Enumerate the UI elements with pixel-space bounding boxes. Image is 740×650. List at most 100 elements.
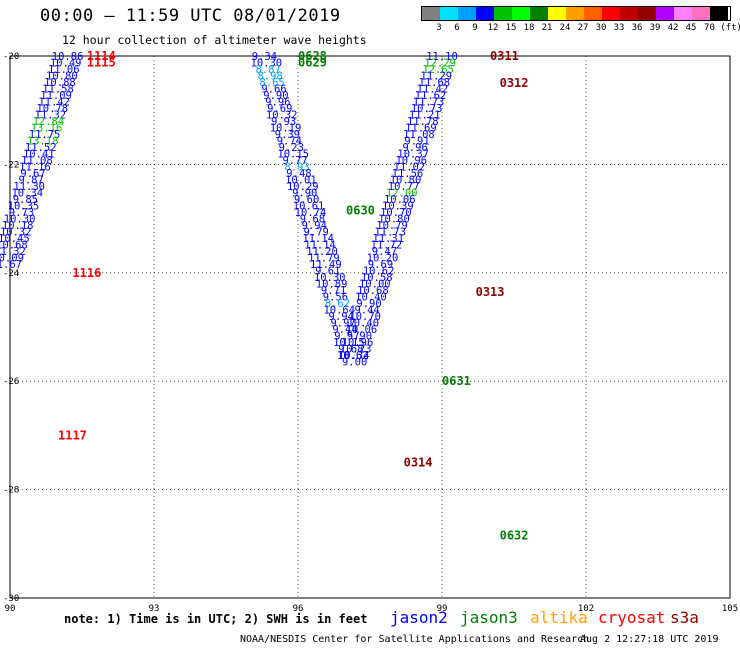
swh-value-label: 10.20 <box>367 253 399 265</box>
swh-value-label: 11.52 <box>25 142 57 154</box>
swh-value-label: 11.58 <box>42 84 74 96</box>
swh-value-label: 11.79 <box>308 253 340 265</box>
legend-jason3: jason3 <box>460 608 518 627</box>
swh-value-label: 9.79 <box>304 227 329 239</box>
swh-value-label: 11.16 <box>19 162 51 174</box>
color-scale-swatch <box>440 7 458 20</box>
y-tick-label: -28 <box>3 486 19 496</box>
swh-value-label: 10.00 <box>359 279 391 291</box>
swh-value-label: 11.73 <box>374 227 406 239</box>
swh-value-label: 10.80 <box>390 175 422 187</box>
color-scale-swatch <box>692 7 710 20</box>
color-scale-label: 45 <box>685 23 697 33</box>
swh-value-label: 11.68 <box>419 77 451 89</box>
swh-value-label: 10.09 <box>0 253 24 265</box>
swh-value-label: 9.56 <box>323 292 348 304</box>
swh-value-label: 10.68 <box>357 285 389 297</box>
swh-value-label: 10.58 <box>361 272 393 284</box>
swh-value-label: 10.80 <box>378 214 410 226</box>
swh-value-label: 11.49 <box>310 259 342 271</box>
pass-time-label: 0313 <box>476 285 505 299</box>
color-scale-label: 42 <box>667 23 679 33</box>
swh-value-label: 9.67 <box>20 168 45 180</box>
color-scale-swatch <box>602 7 620 20</box>
color-scale-label: 18 <box>523 23 535 33</box>
swh-value-label: 11.21 <box>409 110 441 122</box>
swh-value-label: 9.96 <box>402 142 427 154</box>
y-tick-label: -30 <box>3 594 19 604</box>
x-tick-label: 105 <box>722 604 738 614</box>
swh-value-label: 10.49 <box>50 58 82 70</box>
swh-value-label: 9.77 <box>282 155 307 167</box>
swh-value-label: 12.84 <box>33 116 65 128</box>
swh-value-label: 11.42 <box>38 97 70 109</box>
swh-value-label: 9.87 <box>18 175 43 187</box>
swh-value-label: 10.80 <box>46 71 78 83</box>
swh-value-label: 11.08 <box>21 155 53 167</box>
swh-value-label: 10.01 <box>285 175 317 187</box>
swh-value-label: 9.34 <box>252 51 277 63</box>
swh-value-label: 10.77 <box>388 181 420 193</box>
swh-value-label: 11.02 <box>394 162 426 174</box>
pass-time-label: 0632 <box>500 529 529 543</box>
swh-value-label: 10.70 <box>349 311 381 323</box>
swh-value-label: 9.23 <box>279 142 304 154</box>
swh-value-label: 11.31 <box>372 233 404 245</box>
swh-value-label: 11.29 <box>420 71 452 83</box>
swh-value-label: 8.93 <box>284 162 309 174</box>
color-scale-label: 70 (ft) <box>704 23 740 33</box>
color-scale-label: 6 <box>454 23 460 33</box>
swh-value-label: 13.16 <box>31 123 63 135</box>
color-scale-swatch <box>422 7 440 20</box>
color-scale-labels: 3 6 9 12 15 18 21 24 27 30 33 36 39 42 45 70 (ft) <box>421 21 740 33</box>
swh-value-label: 11.42 <box>417 84 449 96</box>
credit-text: NOAA/NESDIS Center for Satellite Applica… <box>240 634 590 645</box>
legend-s3a: s3a <box>670 608 699 627</box>
swh-value-label: 11.06 <box>48 64 80 76</box>
color-scale-label: 36 <box>631 23 643 33</box>
swh-value-label: 10.74 <box>295 207 327 219</box>
legend-altika: altika <box>530 608 588 627</box>
swh-value-label: 10.62 <box>363 266 395 278</box>
swh-value-label: 10.06 <box>346 324 378 336</box>
color-scale-label: 24 <box>559 23 571 33</box>
swh-value-label: 11.56 <box>392 168 424 180</box>
swh-value-label: 10.30 <box>314 272 346 284</box>
swh-value-label: 10.34 <box>338 350 370 362</box>
swh-value-label: 9.68 <box>300 214 325 226</box>
swh-value-label: 10.89 <box>316 279 348 291</box>
pass-time-label: 1117 <box>58 428 87 442</box>
swh-value-label: 9.57 <box>334 331 359 343</box>
page-subtitle: 12 hour collection of altimeter wave hei… <box>62 33 367 47</box>
swh-value-label: 9.73 <box>9 207 34 219</box>
swh-value-label: 9.44 <box>332 324 357 336</box>
pass-time-label: 1114 <box>87 49 116 63</box>
color-scale-label: 39 <box>649 23 661 33</box>
swh-value-label: 9.93 <box>271 116 296 128</box>
swh-value-label: 10.32 <box>0 227 32 239</box>
color-scale-swatch <box>584 7 602 20</box>
pass-time-label: 0631 <box>442 374 471 388</box>
swh-value-label: 10.40 <box>355 292 387 304</box>
pass-time-label: 0312 <box>500 76 529 90</box>
pass-time-label: 0311 <box>490 49 519 63</box>
swh-value-label: 11.30 <box>13 181 45 193</box>
color-scale-swatch <box>710 7 728 20</box>
swh-value-label: 10.70 <box>380 207 412 219</box>
swh-value-label: 9.00 <box>342 357 367 369</box>
color-scale-swatch <box>566 7 584 20</box>
swh-value-label: 10.62 <box>337 350 369 362</box>
swh-value-label: 11.09 <box>40 90 72 102</box>
swh-value-label: 10.73 <box>411 103 443 115</box>
swh-value-label: 11.73 <box>413 97 445 109</box>
swh-value-label: 9.47 <box>372 246 397 258</box>
color-scale-label: 27 <box>577 23 589 33</box>
swh-value-label: 10.29 <box>287 181 319 193</box>
swh-value-label: 9.85 <box>13 194 38 206</box>
swh-value-label: 13.18 <box>27 136 59 148</box>
color-scale-swatch <box>530 7 548 20</box>
swh-value-label: 10.37 <box>397 149 429 161</box>
swh-value-label: 9.44 <box>354 305 379 317</box>
swh-value-label: 9.90 <box>292 188 317 200</box>
